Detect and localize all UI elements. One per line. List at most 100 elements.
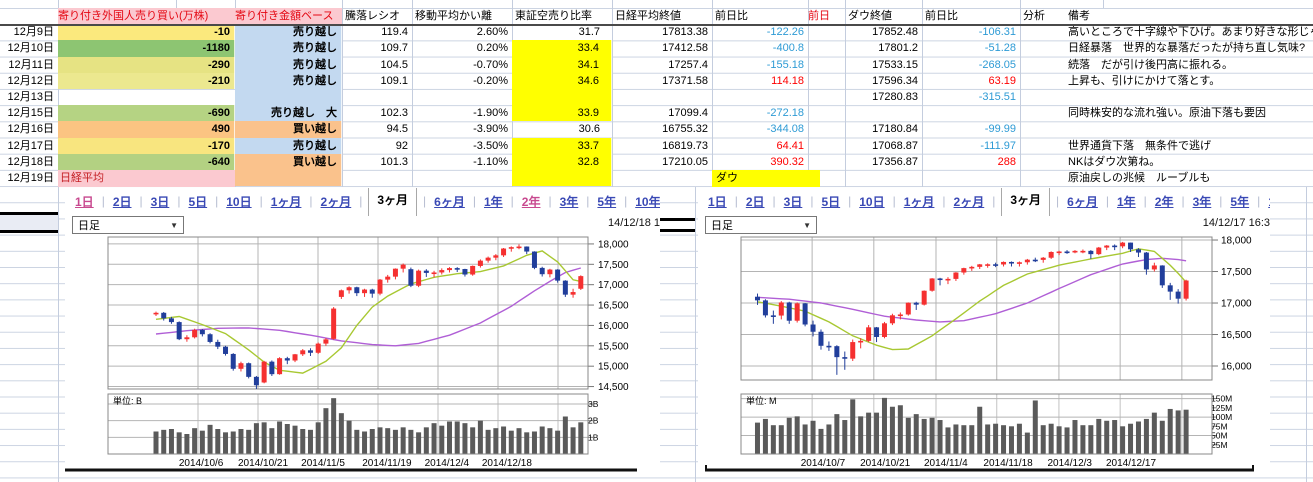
table-cell-nikkei-close[interactable]: 16819.73 — [662, 139, 708, 152]
table-cell-ratio[interactable]: 109.7 — [380, 42, 408, 55]
table-cell-dow-close[interactable]: 17596.34 — [872, 74, 918, 87]
dow-tab-2日[interactable]: 2日 — [745, 194, 765, 209]
table-cell-nikkei-change[interactable]: -155.18 — [766, 58, 804, 71]
table-cell-ma-dev[interactable]: -1.90% — [473, 107, 508, 120]
table-cell-date[interactable]: 12月16日 — [7, 123, 54, 136]
table-cell-amount[interactable]: 売り越し — [235, 137, 342, 154]
table-cell-amount[interactable] — [235, 89, 342, 106]
table-cell-prev[interactable] — [808, 24, 845, 40]
table-cell-dow-close[interactable]: 17280.83 — [872, 91, 918, 103]
table-cell-ratio[interactable]: 104.5 — [380, 58, 408, 71]
table-cell-dow-close[interactable]: 17180.84 — [872, 123, 918, 136]
dow-tab-1日[interactable]: 1日 — [708, 194, 727, 209]
table-cell-dow-close[interactable]: 17533.15 — [872, 58, 918, 71]
nikkei-tab-10年[interactable]: 10年 — [635, 194, 660, 209]
nikkei-tab-2日[interactable]: 2日 — [112, 194, 132, 209]
table-cell-analysis[interactable] — [1020, 24, 1065, 40]
table-cell-foreign[interactable]: -1180 — [58, 40, 235, 57]
nikkei-tab-3日[interactable]: 3日 — [150, 194, 170, 209]
table-cell-amount[interactable]: 売り越し — [235, 24, 342, 41]
table-cell-remark[interactable]: 原油戻しの兆候 ルーブルも — [1068, 172, 1211, 184]
table-cell-nikkei-change[interactable]: -122.26 — [766, 26, 804, 39]
nikkei-tab-2年[interactable]: 2年 — [521, 194, 541, 209]
table-cell-date[interactable]: 12月10日 — [7, 42, 54, 55]
table-cell-foreign[interactable] — [58, 89, 235, 105]
table-cell-ma-dev[interactable]: -3.50% — [473, 139, 508, 152]
table-cell-header-dev[interactable]: 移動平均かい離 — [415, 10, 492, 22]
table-cell-remark[interactable]: 日経暴落 世界的な暴落だったが持ち直し気味? — [1068, 42, 1306, 55]
table-cell-ma-dev[interactable] — [412, 89, 512, 105]
table-cell-prev[interactable] — [808, 154, 845, 170]
table-cell-ratio[interactable]: 92 — [395, 139, 408, 152]
table-cell-prev[interactable] — [808, 57, 845, 73]
table-cell-short-ratio[interactable]: 30.6 — [578, 123, 600, 136]
table-cell-remark[interactable] — [1065, 121, 1313, 137]
table-cell-dow-close[interactable]: 17852.48 — [872, 26, 918, 39]
table-cell-foreign[interactable]: 490 — [58, 121, 235, 138]
table-cell-ratio[interactable]: 119.4 — [381, 26, 408, 39]
table-cell-remark[interactable]: 同時株安的な流れ強い。原油下落も要因 — [1068, 107, 1266, 120]
table-cell-prev[interactable] — [808, 89, 845, 105]
table-cell-dow-close[interactable]: 17801.2 — [878, 42, 918, 55]
table-cell-date[interactable]: 12月15日 — [7, 107, 54, 120]
table-cell-date[interactable]: 12月19日 — [7, 172, 54, 184]
table-cell-amount[interactable]: 売り越し — [235, 56, 342, 73]
table-cell-remark[interactable] — [1065, 89, 1313, 105]
table-cell-date[interactable]: 12月18日 — [7, 155, 54, 168]
table-cell-nikkei-change[interactable]: 114.18 — [771, 74, 804, 87]
table-cell-foreign[interactable]: -690 — [58, 105, 235, 122]
nikkei-tab-2ヶ月[interactable]: 2ヶ月 — [320, 194, 352, 209]
table-cell-header-foreign[interactable]: 寄り付き外国人売り買い(万株) — [58, 8, 235, 25]
dow-tab-1年[interactable]: 1年 — [1116, 194, 1136, 209]
table-cell-foreign[interactable]: -210 — [58, 72, 235, 89]
table-cell-nikkei-close[interactable]: 17210.05 — [662, 155, 708, 168]
table-cell-analysis[interactable] — [1020, 105, 1065, 121]
dow-tab-5年[interactable]: 5年 — [1230, 194, 1250, 209]
table-cell-ma-dev[interactable]: -3.90% — [473, 123, 508, 136]
table-cell-nikkei-change[interactable]: 390.32 — [770, 155, 804, 168]
table-cell-short-ratio[interactable]: 31.7 — [578, 26, 600, 39]
table-cell-analysis[interactable] — [1020, 40, 1065, 56]
table-cell-header-nk[interactable]: 日経平均終値 — [615, 10, 681, 22]
table-cell-remark[interactable]: 世界通貨下落 無条件で逃げ — [1068, 139, 1211, 152]
table-cell-amount[interactable]: 買い越し — [235, 121, 342, 138]
table-cell-dow-change[interactable]: -106.31 — [978, 26, 1016, 39]
table-cell-prev[interactable] — [808, 105, 845, 121]
table-cell-header-prev[interactable]: 前日 — [808, 10, 830, 22]
table-cell-nikkei-close[interactable]: 17371.58 — [662, 74, 708, 87]
table-cell-header-ratio[interactable]: 騰落レシオ — [345, 10, 400, 22]
table-cell-header-dow[interactable]: ダウ終値 — [848, 10, 892, 22]
table-cell-remark[interactable]: 上昇も、引けにかけて落とす。 — [1068, 74, 1221, 87]
table-cell-dow-close[interactable] — [845, 170, 922, 186]
table-cell-short-ratio[interactable] — [512, 89, 612, 106]
table-cell-short-ratio[interactable]: 33.4 — [512, 40, 612, 57]
table-cell-foreign[interactable]: -10 — [58, 24, 235, 41]
nikkei-tab-3ヶ月[interactable]: 3ヶ月 — [368, 188, 418, 216]
table-cell-nikkei-change[interactable] — [712, 89, 808, 105]
nikkei-tab-1日[interactable]: 1日 — [75, 194, 94, 209]
table-cell-foreign[interactable]: -170 — [58, 137, 235, 154]
table-cell-ratio[interactable] — [342, 89, 412, 105]
table-cell-dow-change[interactable]: -268.05 — [978, 58, 1016, 71]
table-cell-dow-change[interactable]: 63.19 — [988, 74, 1016, 87]
dow-timeframe-select[interactable]: 日足 ▼ — [705, 216, 817, 234]
table-cell-analysis[interactable] — [1020, 89, 1065, 105]
table-cell-nikkei-change[interactable]: -272.18 — [766, 107, 804, 120]
table-cell-dow-change[interactable]: -111.97 — [980, 139, 1016, 152]
table-cell-amount[interactable]: 売り越し — [235, 72, 342, 89]
table-cell-nikkei-change[interactable]: -400.8 — [772, 42, 804, 55]
table-cell-date[interactable]: 12月9日 — [13, 26, 54, 39]
nikkei-tab-3年[interactable]: 3年 — [559, 194, 579, 209]
table-cell-nikkei-close[interactable]: 17813.38 — [662, 26, 708, 39]
table-cell-ratio[interactable]: 102.3 — [380, 107, 408, 120]
table-cell-header-remark[interactable]: 備考 — [1068, 10, 1090, 22]
dow-tab-10年[interactable]: 10年 — [1266, 193, 1270, 210]
table-cell-dow-change[interactable]: -51.28 — [984, 42, 1016, 55]
table-cell-amount[interactable]: 買い越し — [235, 153, 342, 170]
dow-tab-2年[interactable]: 2年 — [1154, 194, 1174, 209]
table-cell-dow-change[interactable] — [922, 105, 1020, 121]
table-cell-ma-dev[interactable]: -1.10% — [473, 155, 508, 168]
table-cell-nikkei-close[interactable] — [612, 170, 712, 186]
table-cell-nikkei-close[interactable] — [612, 89, 712, 105]
table-cell-date[interactable]: 12月11日 — [8, 58, 54, 71]
